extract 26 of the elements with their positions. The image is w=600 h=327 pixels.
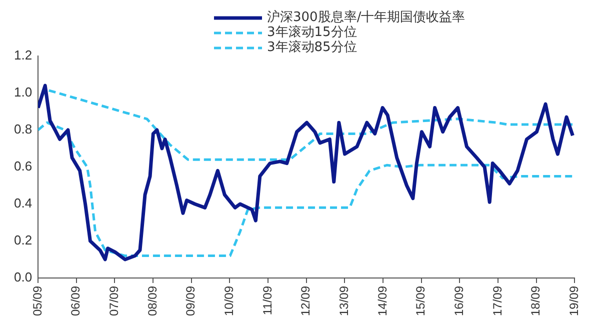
x-tick-label: 08/09 [145, 286, 160, 316]
x-tick-label: 05/09 [30, 286, 44, 316]
x-tick-label: 15/09 [414, 286, 428, 316]
line-series [38, 121, 575, 258]
y-tick-label: 0.6 [14, 158, 32, 174]
y-tick-label: 0.2 [14, 232, 32, 248]
x-tick-label: 06/09 [68, 286, 83, 316]
y-tick-label: 0.4 [14, 196, 32, 211]
legend-label: 3年滚动85分位 [267, 40, 357, 55]
x-tick-label: 14/09 [375, 286, 390, 316]
y-tick-label: 0.0 [14, 270, 32, 285]
x-tick-label: 09/09 [184, 286, 198, 316]
y-tick-label: 1.0 [14, 84, 32, 100]
x-tick-label: 16/09 [452, 286, 466, 316]
x-tick-label: 17/09 [490, 286, 504, 316]
x-tick-label: 12/09 [298, 286, 313, 316]
y-tick-label: 1.2 [14, 48, 32, 63]
y-tick-label: 0.8 [14, 122, 32, 137]
x-tick-label: 07/09 [106, 286, 121, 316]
x-tick-label: 10/09 [222, 286, 236, 316]
legend-label: 3年滚动15分位 [267, 25, 357, 40]
x-tick-label: 13/09 [337, 286, 351, 316]
x-tick-label: 18/09 [528, 286, 543, 316]
x-tick-label: 11/09 [260, 286, 274, 316]
legend-label: 沪深300股息率/十年期国债收益率 [267, 10, 466, 25]
x-tick-label: 19/09 [566, 286, 581, 316]
